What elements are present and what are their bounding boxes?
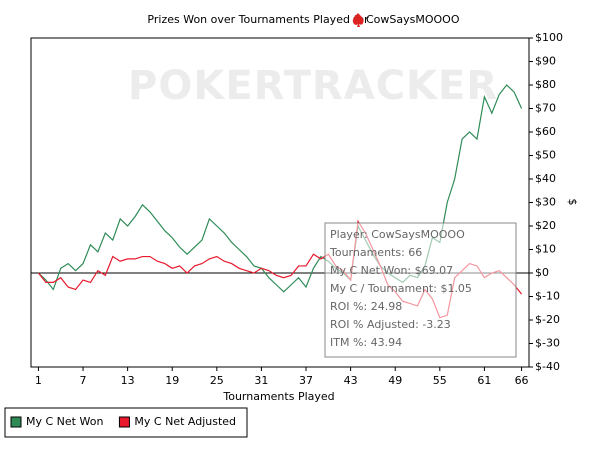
x-axis-label: Tournaments Played <box>222 390 334 403</box>
y-tick-label: $40 <box>535 172 556 185</box>
x-tick-label: 43 <box>344 374 358 387</box>
y-tick-label: $80 <box>535 78 556 91</box>
y-tick-label: $-20 <box>535 313 560 326</box>
watermark: POKERTRACKER <box>128 63 498 109</box>
legend-label: My C Net Adjusted <box>134 415 236 428</box>
tooltip-line: Player: CowSaysMOOOO <box>330 228 465 241</box>
y-tick-label: $30 <box>535 196 556 209</box>
y-tick-label: $60 <box>535 125 556 138</box>
tooltip-line: Tournaments: 66 <box>329 246 422 259</box>
y-tick-label: $-40 <box>535 360 560 373</box>
tooltip: Player: CowSaysMOOOO Tournaments: 66 My C … <box>324 222 517 358</box>
chart-title-player: CowSaysMOOOO <box>366 13 460 26</box>
spade-icon <box>352 13 364 27</box>
y-tick-label: $0 <box>535 266 549 279</box>
x-tick-label: 13 <box>121 374 135 387</box>
x-tick-label: 37 <box>299 374 313 387</box>
tooltip-line: My C / Tournament: $1.05 <box>330 282 472 295</box>
y-tick-label: $90 <box>535 55 556 68</box>
y-tick-label: $-10 <box>535 290 560 303</box>
tooltip-box <box>324 222 517 358</box>
x-tick-label: 7 <box>80 374 87 387</box>
x-tick-label: 55 <box>433 374 447 387</box>
y-tick-label: $50 <box>535 149 556 162</box>
y-axis-label: $ <box>566 199 579 206</box>
legend-swatch <box>10 416 22 428</box>
tooltip-line: My C Net Won: $69.07 <box>330 264 453 277</box>
x-tick-label: 66 <box>515 374 529 387</box>
legend-label: My C Net Won <box>26 415 103 428</box>
y-tick-label: $-30 <box>535 337 560 350</box>
x-tick-label: 31 <box>254 374 268 387</box>
tooltip-line: ROI % Adjusted: -3.23 <box>330 318 451 331</box>
y-tick-label: $20 <box>535 219 556 232</box>
x-tick-label: 19 <box>165 374 179 387</box>
y-tick-label: $100 <box>535 31 563 44</box>
x-tick-label: 1 <box>35 374 42 387</box>
legend-swatch <box>118 416 130 428</box>
legend: My C Net Won My C Net Adjusted <box>4 407 248 438</box>
y-tick-label: $70 <box>535 102 556 115</box>
chart-title: Prizes Won over Tournaments Played for <box>147 13 369 26</box>
y-tick-label: $10 <box>535 243 556 256</box>
x-tick-label: 49 <box>388 374 402 387</box>
x-tick-label: 25 <box>210 374 224 387</box>
tooltip-line: ROI %: 24.98 <box>330 300 402 313</box>
x-tick-label: 61 <box>477 374 491 387</box>
tooltip-line: ITM %: 43.94 <box>330 336 402 349</box>
